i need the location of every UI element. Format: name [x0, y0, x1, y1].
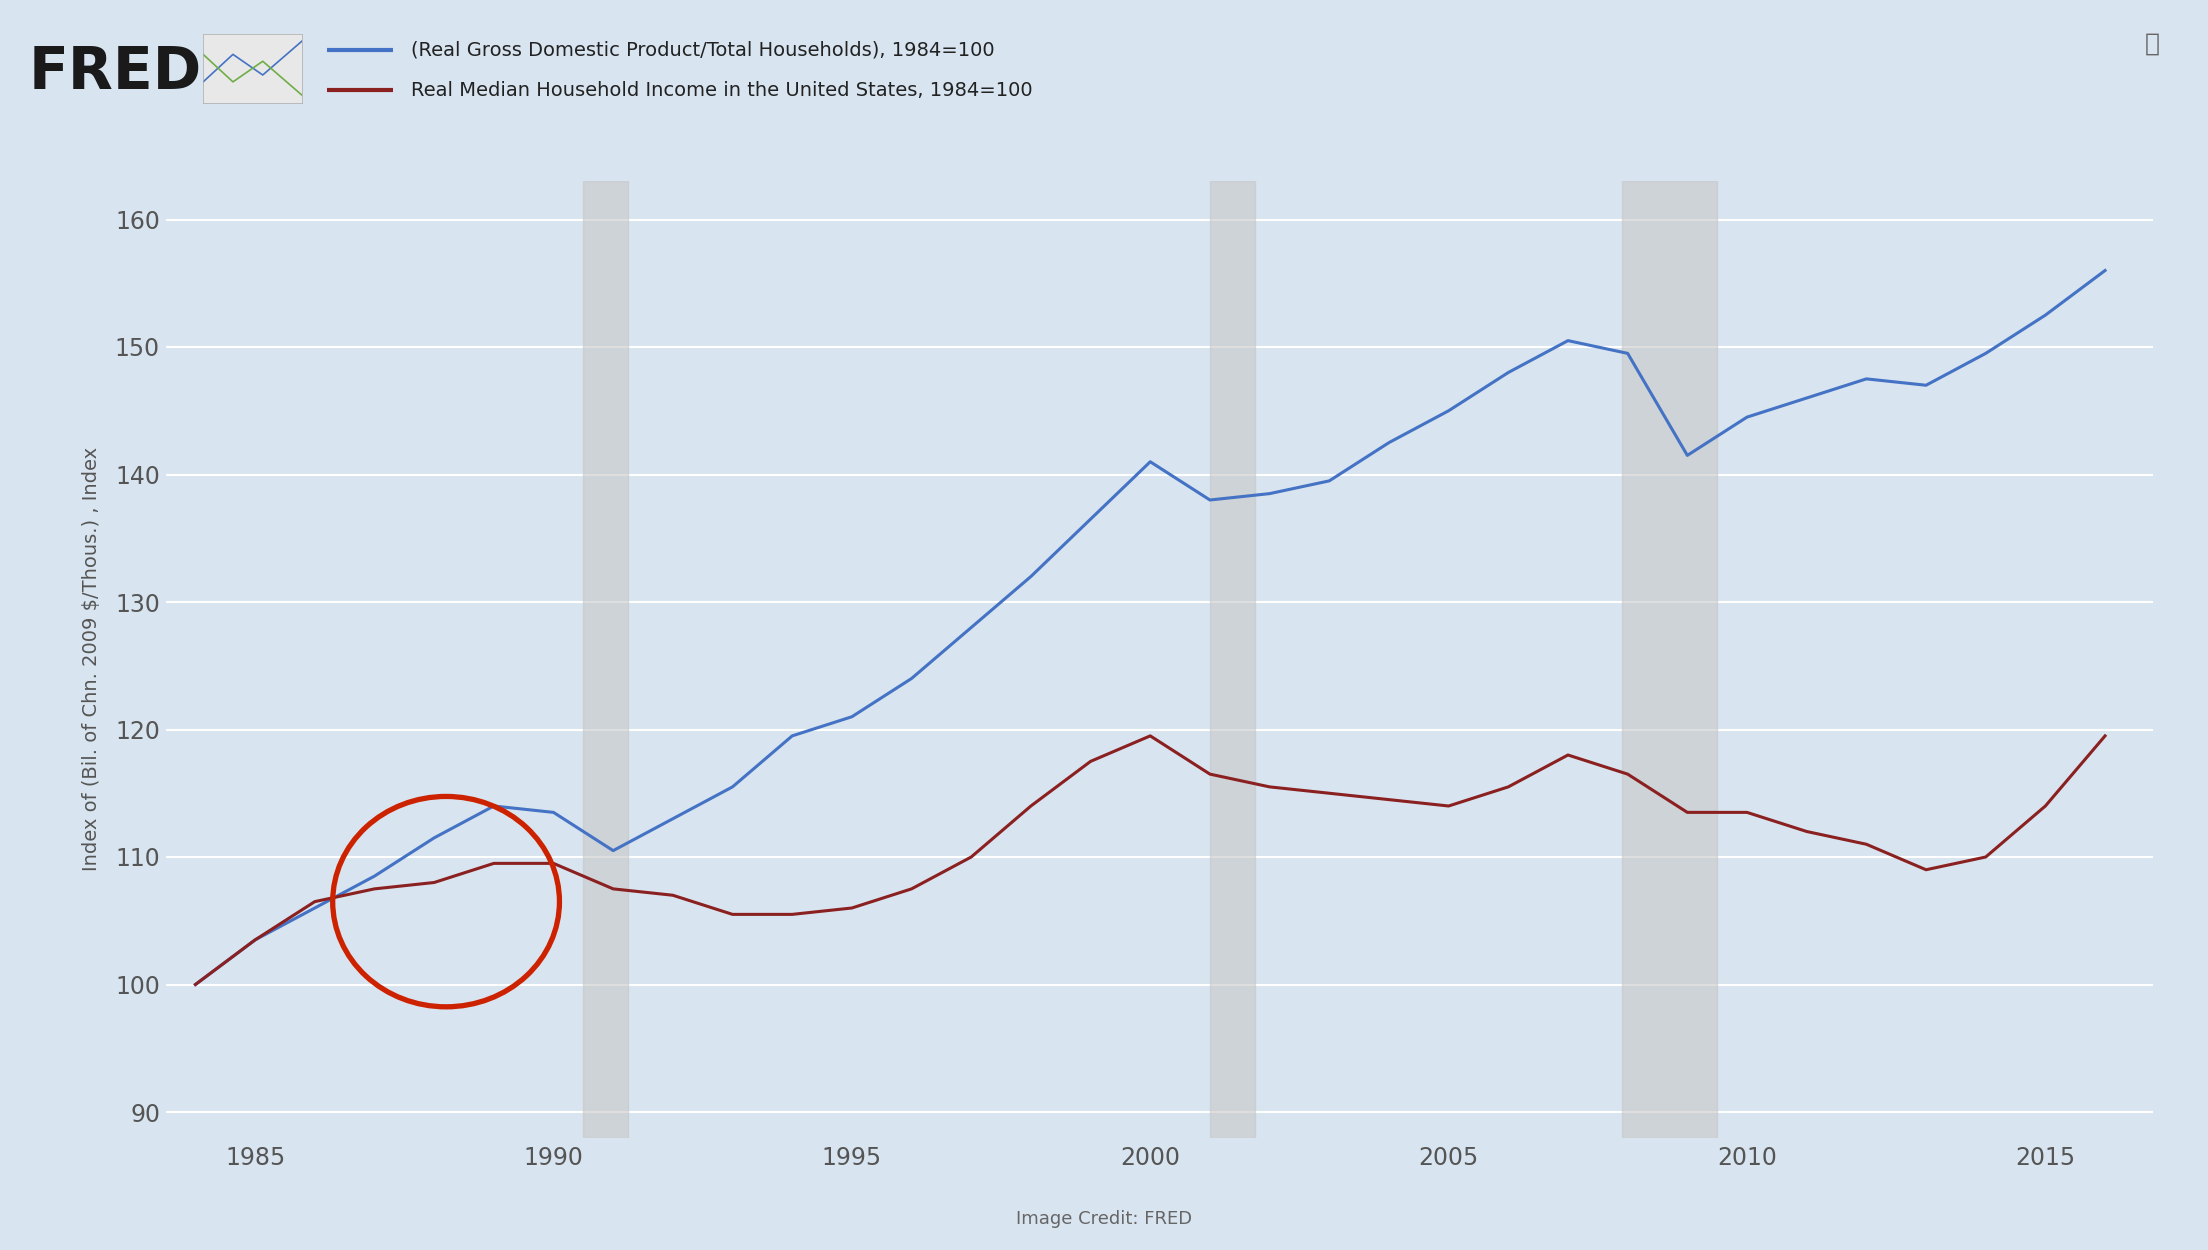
Text: ⛶: ⛶ [2144, 31, 2159, 55]
Bar [583, 181, 627, 1138]
Bar [1210, 181, 1254, 1138]
Text: Real Median Household Income in the United States, 1984=100: Real Median Household Income in the Unit… [411, 80, 1033, 100]
Bar [1621, 181, 1718, 1138]
Text: FRED: FRED [29, 44, 201, 101]
Text: (Real Gross Domestic Product/Total Households), 1984=100: (Real Gross Domestic Product/Total House… [411, 40, 994, 60]
Text: Image Credit: FRED: Image Credit: FRED [1016, 1210, 1192, 1228]
Y-axis label: Index of (Bil. of Chn. 2009 $/Thous.) , Index: Index of (Bil. of Chn. 2009 $/Thous.) , … [82, 448, 102, 871]
